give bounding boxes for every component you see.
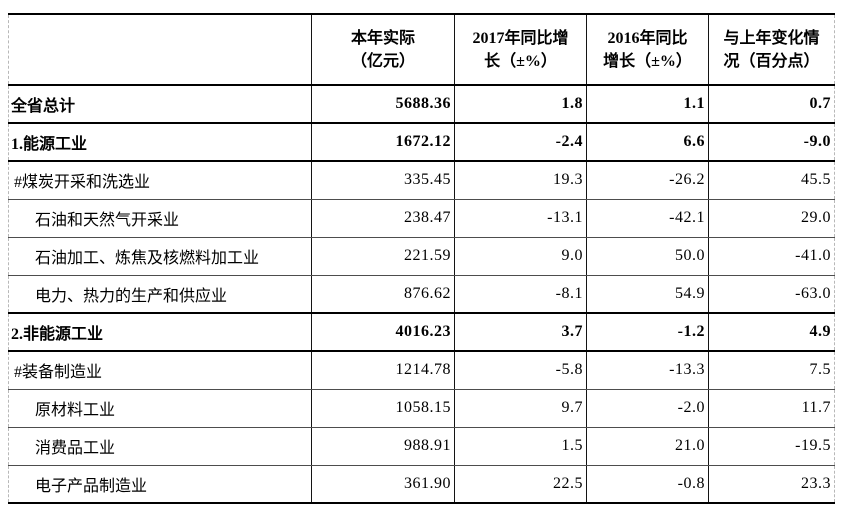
row-label: 1.能源工业 bbox=[8, 123, 312, 162]
table-row: 石油加工、炼焦及核燃料加工业 221.59 9.0 50.0 -41.0 bbox=[8, 237, 835, 276]
value-cell: 22.5 bbox=[454, 465, 587, 504]
column-header: 2017年同比增 长（±%） bbox=[454, 14, 587, 86]
value-cell: -41.0 bbox=[708, 237, 835, 276]
industry-statistics-table: 本年实际 （亿元） 2017年同比增 长（±%） 2016年同比 增长（±%） 与上年… bbox=[8, 13, 835, 504]
value-cell: 19.3 bbox=[454, 161, 587, 200]
table-row: 1.能源工业 1672.12 -2.4 6.6 -9.0 bbox=[8, 123, 835, 162]
header-row: 本年实际 （亿元） 2017年同比增 长（±%） 2016年同比 增长（±%） 与上年… bbox=[8, 14, 835, 86]
row-label: 电子产品制造业 bbox=[8, 465, 312, 504]
value-cell: 9.0 bbox=[454, 237, 587, 276]
column-header: 与上年变化情 况（百分点） bbox=[708, 14, 835, 86]
value-cell: -9.0 bbox=[708, 123, 835, 162]
table-body: 全省总计 5688.36 1.8 1.1 0.7 1.能源工业 1672.12 -2.4 6.6… bbox=[8, 85, 835, 504]
value-cell: -8.1 bbox=[454, 275, 587, 314]
value-cell: 1214.78 bbox=[311, 351, 455, 390]
value-cell: 221.59 bbox=[311, 237, 455, 276]
value-cell: -13.1 bbox=[454, 199, 587, 238]
table-row: 石油和天然气开采业 238.47 -13.1 -42.1 29.0 bbox=[8, 199, 835, 238]
column-header: 本年实际 （亿元） bbox=[311, 14, 455, 86]
row-label: 2.非能源工业 bbox=[8, 313, 312, 352]
value-cell: -0.8 bbox=[586, 465, 709, 504]
value-cell: 4.9 bbox=[708, 313, 835, 352]
value-cell: 1.5 bbox=[454, 427, 587, 466]
value-cell: 238.47 bbox=[311, 199, 455, 238]
row-label: 全省总计 bbox=[8, 85, 312, 124]
table-row: 电子产品制造业 361.90 22.5 -0.8 23.3 bbox=[8, 465, 835, 504]
value-cell: 9.7 bbox=[454, 389, 587, 428]
value-cell: -2.0 bbox=[586, 389, 709, 428]
value-cell: 11.7 bbox=[708, 389, 835, 428]
table-row: 2.非能源工业 4016.23 3.7 -1.2 4.9 bbox=[8, 313, 835, 352]
value-cell: 50.0 bbox=[586, 237, 709, 276]
value-cell: -63.0 bbox=[708, 275, 835, 314]
value-cell: -42.1 bbox=[586, 199, 709, 238]
table-row: 全省总计 5688.36 1.8 1.1 0.7 bbox=[8, 85, 835, 124]
row-label: #装备制造业 bbox=[8, 351, 312, 390]
value-cell: -5.8 bbox=[454, 351, 587, 390]
value-cell: 4016.23 bbox=[311, 313, 455, 352]
value-cell: 29.0 bbox=[708, 199, 835, 238]
value-cell: 45.5 bbox=[708, 161, 835, 200]
value-cell: -1.2 bbox=[586, 313, 709, 352]
row-label: 石油加工、炼焦及核燃料加工业 bbox=[8, 237, 312, 276]
value-cell: 988.91 bbox=[311, 427, 455, 466]
row-label: 石油和天然气开采业 bbox=[8, 199, 312, 238]
value-cell: 1.1 bbox=[586, 85, 709, 124]
value-cell: 335.45 bbox=[311, 161, 455, 200]
value-cell: 23.3 bbox=[708, 465, 835, 504]
table-row: 电力、热力的生产和供应业 876.62 -8.1 54.9 -63.0 bbox=[8, 275, 835, 314]
value-cell: 3.7 bbox=[454, 313, 587, 352]
value-cell: 5688.36 bbox=[311, 85, 455, 124]
column-header: 2016年同比 增长（±%） bbox=[586, 14, 709, 86]
value-cell: 876.62 bbox=[311, 275, 455, 314]
value-cell: 1.8 bbox=[454, 85, 587, 124]
value-cell: 0.7 bbox=[708, 85, 835, 124]
value-cell: -26.2 bbox=[586, 161, 709, 200]
table-row: #煤炭开采和洗选业 335.45 19.3 -26.2 45.5 bbox=[8, 161, 835, 200]
row-label: #煤炭开采和洗选业 bbox=[8, 161, 312, 200]
value-cell: -2.4 bbox=[454, 123, 587, 162]
value-cell: -13.3 bbox=[586, 351, 709, 390]
value-cell: -19.5 bbox=[708, 427, 835, 466]
row-label: 电力、热力的生产和供应业 bbox=[8, 275, 312, 314]
row-label-column-header bbox=[8, 14, 312, 86]
value-cell: 54.9 bbox=[586, 275, 709, 314]
table-row: 消费品工业 988.91 1.5 21.0 -19.5 bbox=[8, 427, 835, 466]
value-cell: 1672.12 bbox=[311, 123, 455, 162]
value-cell: 21.0 bbox=[586, 427, 709, 466]
value-cell: 1058.15 bbox=[311, 389, 455, 428]
value-cell: 6.6 bbox=[586, 123, 709, 162]
value-cell: 361.90 bbox=[311, 465, 455, 504]
row-label: 消费品工业 bbox=[8, 427, 312, 466]
row-label: 原材料工业 bbox=[8, 389, 312, 428]
table-header: 本年实际 （亿元） 2017年同比增 长（±%） 2016年同比 增长（±%） 与上年… bbox=[8, 14, 835, 86]
table-row: #装备制造业 1214.78 -5.8 -13.3 7.5 bbox=[8, 351, 835, 390]
value-cell: 7.5 bbox=[708, 351, 835, 390]
table-row: 原材料工业 1058.15 9.7 -2.0 11.7 bbox=[8, 389, 835, 428]
